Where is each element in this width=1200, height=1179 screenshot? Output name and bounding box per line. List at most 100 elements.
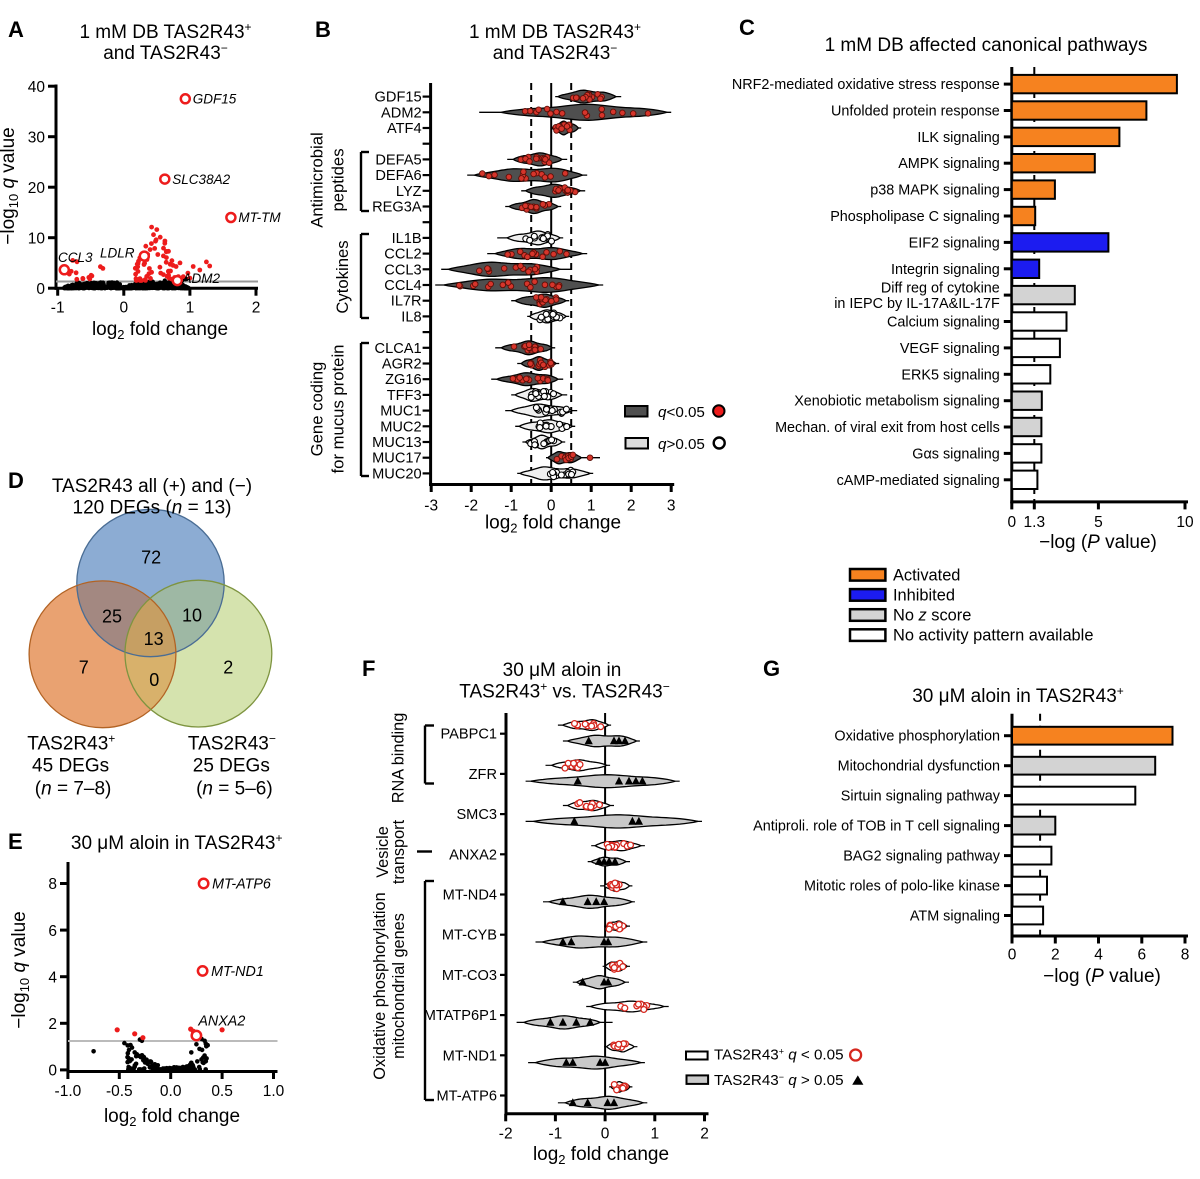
svg-text:q<0.05: q<0.05 [658,404,705,421]
svg-text:-0.5: -0.5 [106,1083,133,1100]
svg-text:2: 2 [1051,947,1060,964]
svg-text:ATF4: ATF4 [387,121,422,137]
svg-text:Oxidative phosphorylation: Oxidative phosphorylation [371,892,389,1079]
svg-text:10: 10 [182,606,202,626]
svg-text:and TAS2R43−: and TAS2R43− [103,41,228,64]
svg-text:RNA binding: RNA binding [390,713,408,804]
svg-text:1: 1 [186,300,195,317]
svg-text:q>0.05: q>0.05 [658,436,705,453]
svg-text:1.3: 1.3 [1024,514,1046,531]
svg-text:Unfolded protein response: Unfolded protein response [831,104,1000,120]
svg-text:E: E [8,829,23,854]
svg-text:Gαs signaling: Gαs signaling [912,446,1000,462]
svg-text:MUC1: MUC1 [380,404,421,420]
svg-text:13: 13 [144,629,164,649]
svg-text:MUC20: MUC20 [372,466,421,482]
svg-text:45 DEGs: 45 DEGs [32,755,109,776]
svg-text:log2 fold change: log2 fold change [104,1106,240,1129]
svg-text:IL7R: IL7R [391,294,422,310]
svg-text:IL1B: IL1B [392,231,422,247]
svg-text:2: 2 [627,498,636,515]
svg-text:ANXA2: ANXA2 [449,847,497,863]
svg-text:−log10 q value: −log10 q value [0,127,21,244]
svg-text:DEFA6: DEFA6 [375,168,421,184]
svg-text:MT-ND4: MT-ND4 [443,888,497,904]
svg-text:LDLR: LDLR [100,246,135,261]
svg-text:peptides: peptides [329,148,348,211]
svg-text:Antiproli. role of TOB in T ce: Antiproli. role of TOB in T cell signali… [753,819,1000,835]
svg-text:−log (P value): −log (P value) [1043,966,1161,987]
svg-text:ATM signaling: ATM signaling [910,909,1000,925]
svg-text:(n = 7–8): (n = 7–8) [35,779,112,800]
svg-text:BAG2 signaling pathway: BAG2 signaling pathway [843,849,1001,865]
svg-text:7: 7 [79,657,89,677]
svg-text:NRF2-mediated oxidative stress: NRF2-mediated oxidative stress response [732,77,1000,93]
svg-text:ERK5 signaling: ERK5 signaling [901,367,999,383]
svg-text:B: B [315,17,331,42]
svg-text:8: 8 [1181,947,1190,964]
svg-text:F: F [362,656,375,681]
svg-text:Oxidative phosphorylation: Oxidative phosphorylation [834,729,1000,745]
svg-text:TAS2R43−: TAS2R43− [188,732,276,755]
svg-text:Integrin signaling: Integrin signaling [891,262,1000,278]
svg-text:2: 2 [223,657,233,677]
svg-text:MUC17: MUC17 [372,451,421,467]
svg-text:GDF15: GDF15 [375,90,422,106]
svg-text:25 DEGs: 25 DEGs [193,755,270,776]
svg-text:-1: -1 [51,300,65,317]
svg-text:Xenobiotic metabolism signalin: Xenobiotic metabolism signaling [794,394,1000,410]
svg-text:0: 0 [1007,514,1016,531]
svg-text:1 mM DB TAS2R43+: 1 mM DB TAS2R43+ [79,20,251,43]
svg-text:Activated: Activated [893,566,960,584]
svg-text:LYZ: LYZ [396,184,422,200]
svg-text:EIF2 signaling: EIF2 signaling [909,235,1000,251]
svg-text:Cytokines: Cytokines [333,240,352,313]
svg-text:transport: transport [390,819,408,884]
svg-text:Inhibited: Inhibited [893,586,955,604]
svg-text:IL8: IL8 [401,309,421,325]
svg-text:Mitochondrial dysfunction: Mitochondrial dysfunction [838,759,1000,775]
svg-text:TAS2R43− q > 0.05: TAS2R43− q > 0.05 [714,1072,844,1089]
svg-text:PABPC1: PABPC1 [440,727,497,743]
svg-text:VEGF signaling: VEGF signaling [900,341,1000,357]
svg-text:ANXA2: ANXA2 [197,1014,245,1030]
svg-text:SMC3: SMC3 [456,807,497,823]
svg-text:30 μM aloin in: 30 μM aloin in [503,660,622,681]
svg-text:G: G [763,656,780,681]
svg-text:(n = 5–6): (n = 5–6) [196,779,273,800]
svg-text:TAS2R43+: TAS2R43+ [27,732,115,755]
svg-text:1: 1 [587,498,596,515]
svg-text:30 μM aloin in TAS2R43+: 30 μM aloin in TAS2R43+ [71,831,283,854]
svg-text:MTATP6P1: MTATP6P1 [424,1008,497,1024]
svg-text:DEFA5: DEFA5 [375,152,421,168]
svg-text:ILK signaling: ILK signaling [917,130,999,146]
svg-text:6: 6 [1137,947,1146,964]
svg-text:30: 30 [28,129,46,146]
svg-text:p38 MAPK signaling: p38 MAPK signaling [870,183,1000,199]
svg-text:No z score: No z score [893,607,971,625]
svg-text:Phospholipase C signaling: Phospholipase C signaling [830,209,1000,225]
svg-text:30 μM aloin in TAS2R43+: 30 μM aloin in TAS2R43+ [912,684,1124,707]
svg-text:C: C [739,15,755,40]
svg-text:AGR2: AGR2 [382,357,422,373]
svg-text:MUC2: MUC2 [380,419,421,435]
svg-text:0: 0 [119,300,128,317]
svg-text:-2: -2 [464,498,478,515]
svg-text:MUC13: MUC13 [372,435,421,451]
svg-text:REG3A: REG3A [372,200,422,216]
svg-text:MT-ND1: MT-ND1 [443,1048,497,1064]
svg-text:TAS2R43+ q < 0.05: TAS2R43+ q < 0.05 [714,1047,844,1064]
svg-text:AMPK signaling: AMPK signaling [898,156,1000,172]
svg-text:ADM2: ADM2 [381,105,422,121]
svg-text:TFF3: TFF3 [387,388,422,404]
svg-text:Antimicrobial: Antimicrobial [308,132,327,228]
svg-text:0: 0 [48,1063,57,1080]
svg-text:-1: -1 [504,498,518,515]
svg-text:0.0: 0.0 [160,1083,182,1100]
svg-text:0: 0 [149,670,159,690]
svg-text:mitochondrial genes: mitochondrial genes [390,913,408,1059]
svg-text:0.5: 0.5 [211,1083,233,1100]
svg-text:8: 8 [48,876,57,893]
svg-text:log2 fold change: log2 fold change [533,1144,669,1167]
svg-text:TAS2R43+ vs. TAS2R43−: TAS2R43+ vs. TAS2R43− [459,680,669,703]
